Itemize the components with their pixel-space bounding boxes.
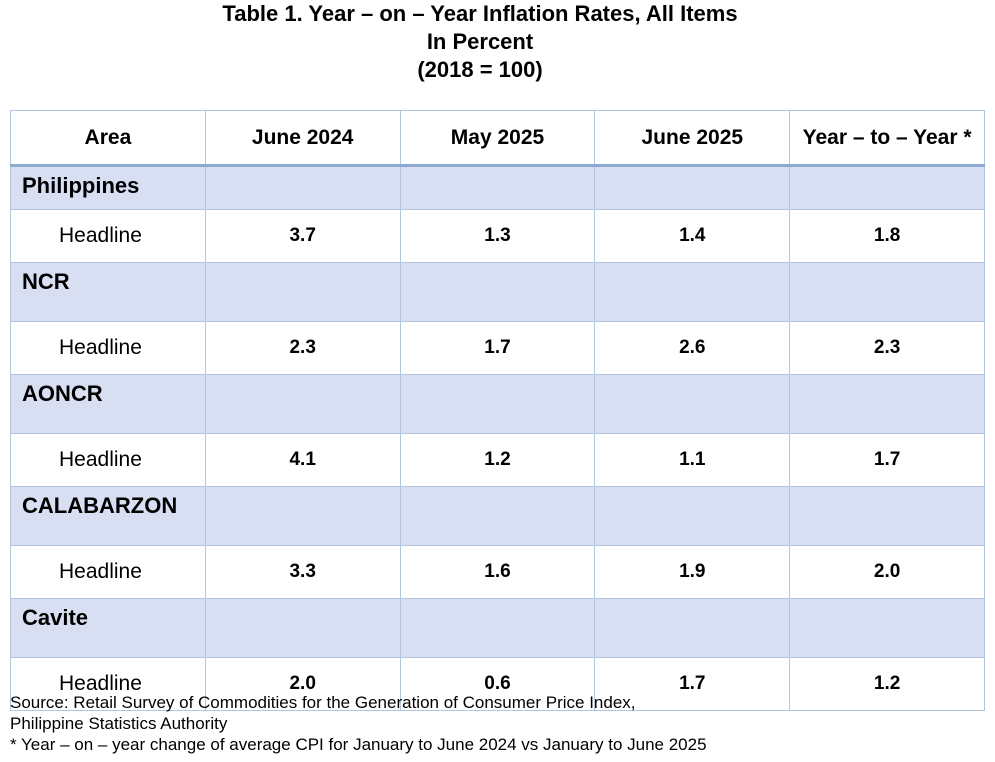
headline-row-aoncr: Headline 4.1 1.2 1.1 1.7 xyxy=(10,433,985,487)
area-name: CALABARZON xyxy=(10,486,206,546)
area-name: AONCR xyxy=(10,374,206,434)
source-note-line-1: Source: Retail Survey of Commodities for… xyxy=(10,693,636,712)
value-year-to-year: 1.7 xyxy=(789,433,985,487)
header-may-2025: May 2025 xyxy=(399,110,596,167)
value-june-2024: 3.3 xyxy=(204,545,401,599)
empty-cell xyxy=(789,486,985,546)
value-year-to-year: 2.0 xyxy=(789,545,985,599)
value-june-2025: 1.1 xyxy=(594,433,791,487)
area-name: Philippines xyxy=(10,165,206,210)
headline-label: Headline xyxy=(10,433,206,487)
title-line-3: (2018 = 100) xyxy=(417,57,543,82)
header-area: Area xyxy=(10,110,206,167)
header-row: Area June 2024 May 2025 June 2025 Year –… xyxy=(10,110,985,167)
empty-cell xyxy=(594,598,791,658)
empty-cell xyxy=(789,598,985,658)
value-may-2025: 1.2 xyxy=(399,433,596,487)
empty-cell xyxy=(594,262,791,322)
headline-label: Headline xyxy=(10,657,206,711)
value-may-2025: 1.6 xyxy=(399,545,596,599)
headline-row-cavite: Headline 2.0 0.6 1.7 1.2 xyxy=(10,657,985,711)
empty-cell xyxy=(789,165,985,210)
table-title: Table 1. Year – on – Year Inflation Rate… xyxy=(0,0,960,84)
empty-cell xyxy=(399,598,596,658)
empty-cell xyxy=(789,262,985,322)
value-june-2024: 2.3 xyxy=(204,321,401,375)
title-line-2: In Percent xyxy=(426,29,534,54)
headline-row-calabarzon: Headline 3.3 1.6 1.9 2.0 xyxy=(10,545,985,599)
header-year-to-year: Year – to – Year * xyxy=(789,110,985,167)
area-row-cavite: Cavite xyxy=(10,598,985,658)
value-may-2025: 0.6 xyxy=(399,657,596,711)
value-year-to-year: 1.2 xyxy=(789,657,985,711)
value-june-2024: 4.1 xyxy=(204,433,401,487)
empty-cell xyxy=(204,262,401,322)
headline-row-ncr: Headline 2.3 1.7 2.6 2.3 xyxy=(10,321,985,375)
empty-cell xyxy=(204,486,401,546)
empty-cell xyxy=(399,486,596,546)
headline-label: Headline xyxy=(10,545,206,599)
inflation-table: Area June 2024 May 2025 June 2025 Year –… xyxy=(10,110,985,711)
empty-cell xyxy=(594,165,791,210)
value-june-2025: 2.6 xyxy=(594,321,791,375)
empty-cell xyxy=(204,374,401,434)
area-name: Cavite xyxy=(10,598,206,658)
area-row-aoncr: AONCR xyxy=(10,374,985,434)
empty-cell xyxy=(204,165,401,210)
empty-cell xyxy=(399,262,596,322)
value-june-2025: 1.7 xyxy=(594,657,791,711)
empty-cell xyxy=(789,374,985,434)
empty-cell xyxy=(399,165,596,210)
title-line-1: Table 1. Year – on – Year Inflation Rate… xyxy=(222,1,738,26)
empty-cell xyxy=(594,374,791,434)
value-year-to-year: 2.3 xyxy=(789,321,985,375)
headline-label: Headline xyxy=(10,209,206,263)
area-row-philippines: Philippines xyxy=(10,165,985,210)
value-may-2025: 1.3 xyxy=(399,209,596,263)
header-june-2024: June 2024 xyxy=(204,110,401,167)
empty-cell xyxy=(594,486,791,546)
empty-cell xyxy=(204,598,401,658)
headline-row-philippines: Headline 3.7 1.3 1.4 1.8 xyxy=(10,209,985,263)
value-june-2024: 3.7 xyxy=(204,209,401,263)
area-row-ncr: NCR xyxy=(10,262,985,322)
area-row-calabarzon: CALABARZON xyxy=(10,486,985,546)
header-june-2025: June 2025 xyxy=(594,110,791,167)
empty-cell xyxy=(399,374,596,434)
asterisk-note: * Year – on – year change of average CPI… xyxy=(10,735,707,754)
value-june-2025: 1.4 xyxy=(594,209,791,263)
value-year-to-year: 1.8 xyxy=(789,209,985,263)
area-name: NCR xyxy=(10,262,206,322)
source-note-line-2: Philippine Statistics Authority xyxy=(10,714,228,733)
value-may-2025: 1.7 xyxy=(399,321,596,375)
footnotes: Source: Retail Survey of Commodities for… xyxy=(10,692,985,755)
headline-label: Headline xyxy=(10,321,206,375)
value-june-2025: 1.9 xyxy=(594,545,791,599)
